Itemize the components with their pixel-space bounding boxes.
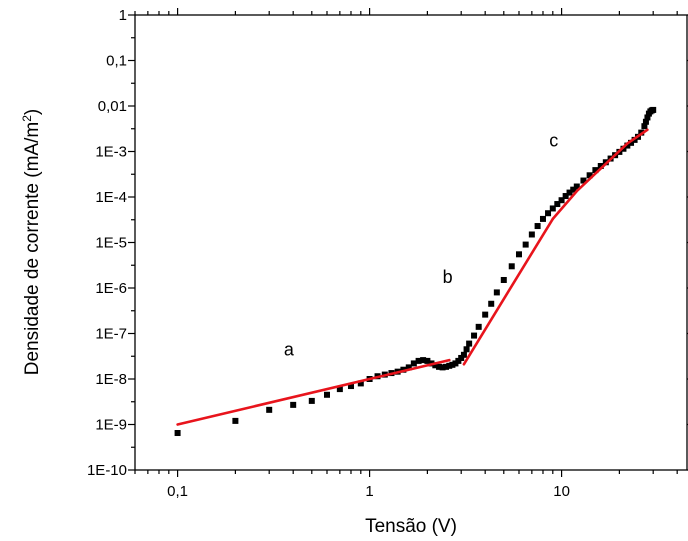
- data-point: [624, 142, 631, 149]
- data-point: [357, 380, 364, 387]
- fit-line-1: [176, 358, 451, 426]
- data-point: [446, 362, 453, 369]
- data-point: [482, 311, 489, 318]
- fit-line-3: [551, 128, 649, 221]
- data-point: [644, 114, 651, 121]
- data-point: [347, 383, 354, 390]
- data-point: [562, 193, 569, 200]
- data-point: [522, 241, 529, 248]
- y-tick-label: 1E-7: [95, 326, 127, 343]
- data-point: [415, 357, 422, 364]
- data-point: [493, 289, 500, 296]
- region-label-a: a: [284, 339, 295, 359]
- data-point: [554, 201, 561, 208]
- y-tick-label: 0,01: [98, 98, 127, 115]
- data-point: [475, 323, 482, 330]
- y-tick-label: 1E-9: [95, 417, 127, 434]
- data-point: [586, 172, 593, 179]
- y-tick-label: 1E-8: [95, 371, 127, 388]
- region-label-c: c: [549, 130, 558, 150]
- x-axis-ticks: 0,1 1 10: [134, 8, 678, 500]
- region-label-b: b: [443, 267, 453, 287]
- x-tick-label: 10: [553, 483, 570, 500]
- y-tick-label: 1E-10: [87, 462, 127, 479]
- data-point: [174, 430, 181, 437]
- y-tick-label: 1E-4: [95, 189, 127, 206]
- data-point: [566, 189, 573, 196]
- data-point: [580, 177, 587, 184]
- y-tick-label: 1E-3: [95, 144, 127, 161]
- data-point: [463, 346, 470, 353]
- data-point: [471, 332, 478, 339]
- data-point: [549, 205, 556, 212]
- data-point: [460, 351, 467, 358]
- data-point: [466, 340, 473, 347]
- data-point: [436, 363, 443, 370]
- y-axis-ticks: 1E-10 1E-9 1E-8 1E-7 1E-6 1E-5 1E-4 1E-3 0,01 0,1…: [87, 7, 688, 479]
- data-point: [420, 357, 427, 364]
- y-tick-label: 1: [119, 7, 127, 24]
- y-axis-title: Densidade de corrente (mA/m2): [20, 109, 43, 375]
- data-point: [308, 397, 315, 404]
- x-tick-label: 1: [365, 483, 373, 500]
- data-point: [641, 123, 648, 130]
- data-point: [573, 183, 580, 190]
- x-tick-label: 0,1: [167, 483, 188, 500]
- data-point: [458, 354, 465, 361]
- data-point: [266, 406, 273, 413]
- data-point: [650, 106, 657, 113]
- y-axis-title-close: ): [22, 109, 43, 115]
- data-point: [628, 139, 635, 146]
- plot-frame: [134, 14, 688, 471]
- data-point: [323, 391, 330, 398]
- data-point: [405, 364, 412, 371]
- data-point: [570, 186, 577, 193]
- annotations: a b c: [284, 130, 558, 359]
- y-axis-title-superscript: 2: [20, 115, 34, 122]
- data-point: [442, 363, 449, 370]
- y-tick-label: 1E-5: [95, 235, 127, 252]
- data-point: [449, 361, 456, 368]
- data-point: [597, 163, 604, 170]
- data-point: [534, 223, 541, 230]
- data-point: [432, 362, 439, 369]
- data-point: [508, 263, 515, 270]
- y-tick-label: 0,1: [106, 53, 127, 70]
- data-point: [515, 251, 522, 258]
- data-point: [336, 386, 343, 393]
- y-axis-title-main: Densidade de corrente (mA/m: [22, 122, 43, 375]
- data-point: [488, 300, 495, 307]
- data-point: [410, 360, 417, 367]
- data-point: [558, 197, 565, 204]
- data-point: [539, 215, 546, 222]
- data-point: [290, 401, 297, 408]
- x-axis-title: Tensão (V): [365, 516, 457, 537]
- data-points: [174, 106, 657, 437]
- data-point: [500, 276, 507, 283]
- data-point: [528, 231, 535, 238]
- fit-line-2: [462, 217, 555, 366]
- data-point: [424, 357, 431, 364]
- fit-lines: [176, 128, 649, 426]
- data-point: [642, 118, 649, 125]
- data-point: [439, 364, 446, 371]
- data-point: [545, 210, 552, 217]
- data-point: [232, 417, 239, 424]
- y-tick-label: 1E-6: [95, 280, 127, 297]
- data-point: [592, 167, 599, 174]
